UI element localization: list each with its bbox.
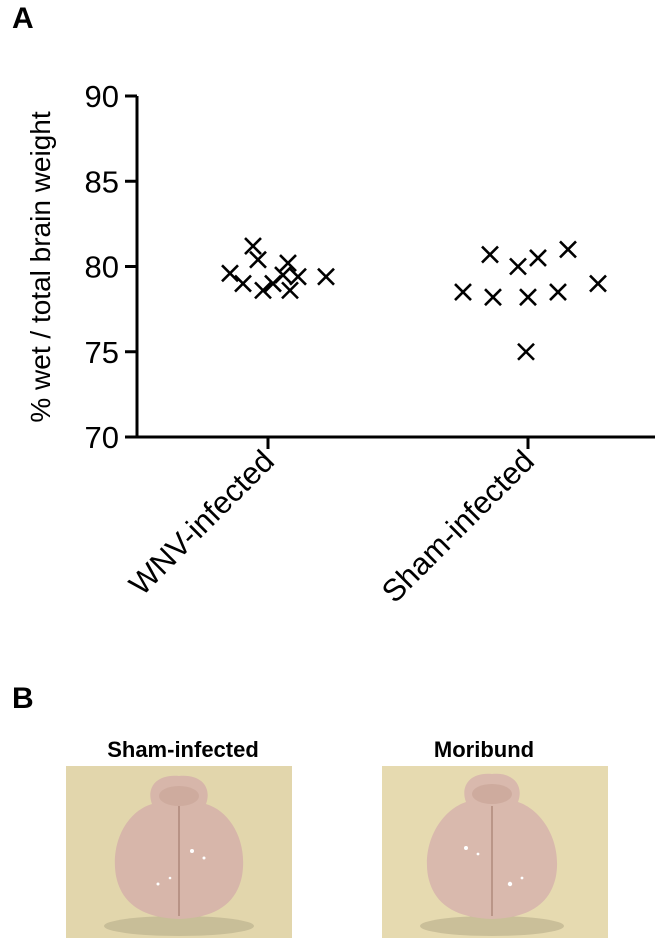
panel-letter-a: A xyxy=(12,2,34,35)
x-tick-label: WNV-infected xyxy=(122,443,281,602)
data-point xyxy=(221,264,239,283)
x-tick-label: Sham-infected xyxy=(375,443,541,609)
data-point xyxy=(279,254,297,273)
y-tick-label: 80 xyxy=(85,250,119,285)
y-tick-label: 85 xyxy=(85,164,119,199)
data-point xyxy=(517,342,535,361)
data-point xyxy=(244,237,262,255)
panel-letter-b: B xyxy=(12,682,34,715)
data-point xyxy=(249,250,267,269)
data-point xyxy=(481,245,499,264)
chart-axes: 70 75 80 85 90 % wet / total brain weight WNV-… xyxy=(25,79,655,609)
brain-photo-sham xyxy=(66,766,292,938)
data-point xyxy=(519,288,537,307)
y-tick-label: 90 xyxy=(85,79,119,114)
chart-points xyxy=(221,237,607,361)
data-point xyxy=(289,267,307,286)
y-tick-label: 70 xyxy=(85,420,119,455)
data-point xyxy=(281,281,299,300)
scatter-chart: 70 75 80 85 90 % wet / total brain weight WNV-… xyxy=(25,79,655,609)
data-point xyxy=(509,257,527,276)
y-tick-label: 75 xyxy=(85,335,119,370)
data-point xyxy=(264,274,282,293)
data-point xyxy=(234,274,252,293)
data-point xyxy=(484,288,502,307)
data-point xyxy=(559,240,577,259)
data-point xyxy=(549,283,567,301)
brain-photo-moribund xyxy=(382,766,608,938)
photo-title-sham: Sham-infected xyxy=(107,737,259,762)
data-point xyxy=(317,267,335,286)
data-point xyxy=(454,283,472,301)
y-axis-label: % wet / total brain weight xyxy=(25,111,56,422)
data-point xyxy=(529,249,547,267)
data-point xyxy=(589,274,607,293)
data-point xyxy=(254,281,272,300)
photo-title-moribund: Moribund xyxy=(433,737,535,762)
